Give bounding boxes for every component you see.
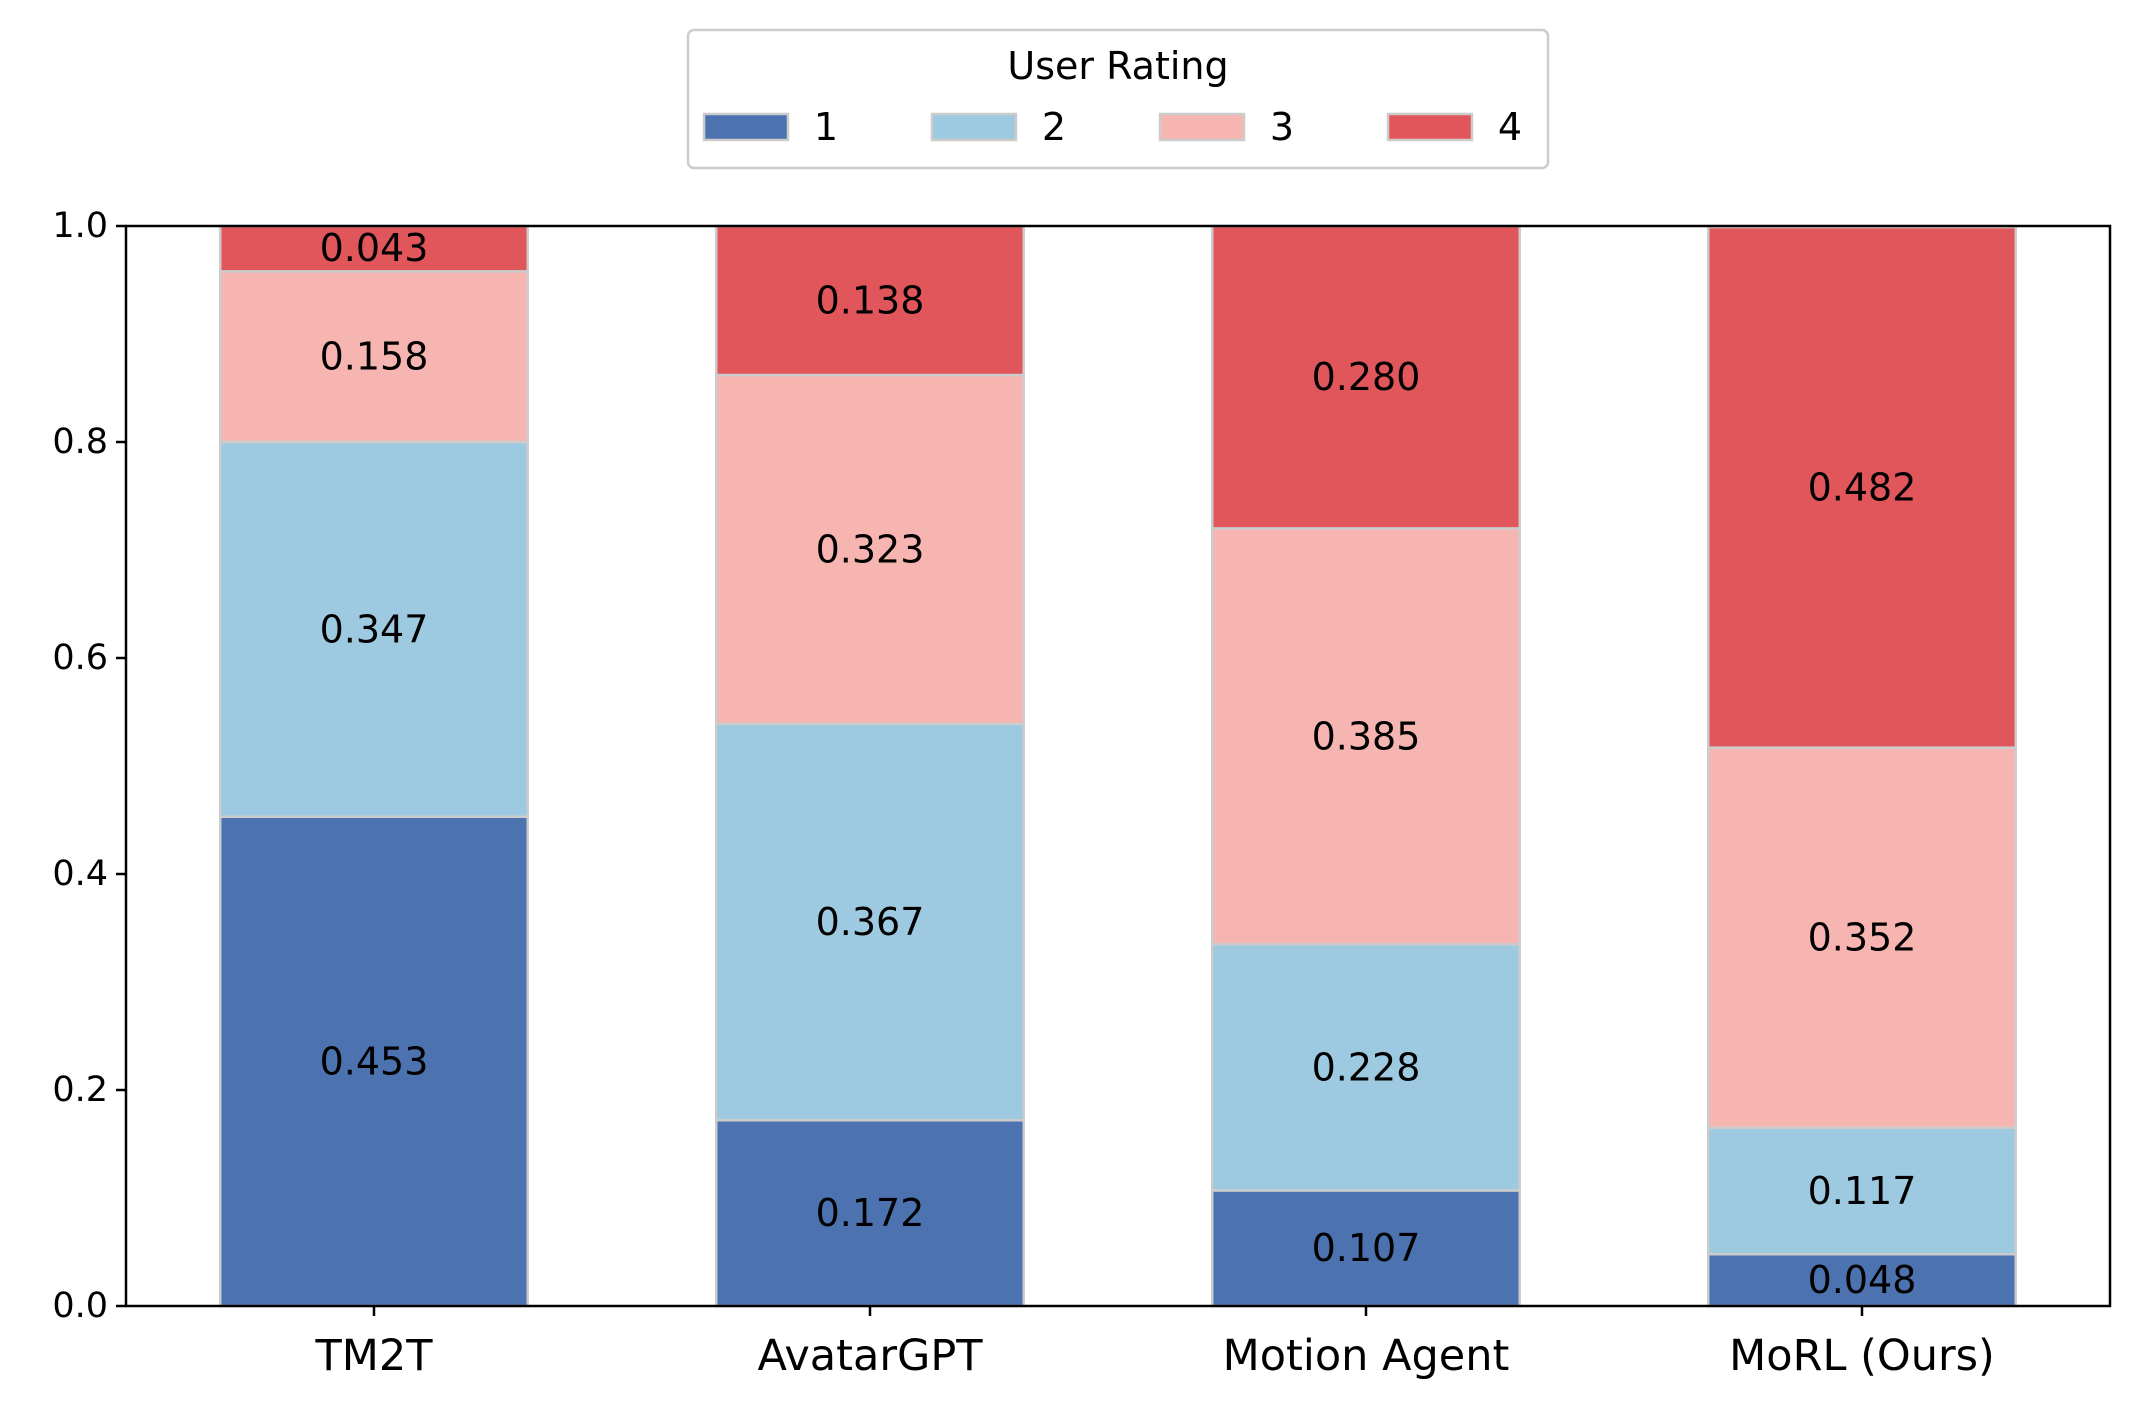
bar-data-label: 0.453 <box>320 1039 429 1083</box>
legend-swatch-1 <box>702 112 790 142</box>
x-tick-label: AvatarGPT <box>757 1331 983 1381</box>
bars-layer <box>218 224 2018 1308</box>
bar-data-label: 0.367 <box>816 900 925 944</box>
bar-data-label: 0.482 <box>1808 465 1917 509</box>
legend-label-2: 2 <box>1042 105 1066 149</box>
bar-segment-4-morl-ours- <box>1706 225 2018 749</box>
bar-data-label: 0.048 <box>1808 1258 1917 1302</box>
bar-data-label: 0.117 <box>1808 1169 1917 1213</box>
bar-data-label: 0.158 <box>320 335 429 379</box>
legend-label-4: 4 <box>1498 105 1522 149</box>
y-tick-label: 0.2 <box>52 1070 108 1110</box>
bar-data-label: 0.228 <box>1312 1045 1421 1089</box>
legend-label-1: 1 <box>814 105 838 149</box>
bar-data-label: 0.385 <box>1312 714 1421 758</box>
bar-data-label: 0.138 <box>816 279 925 323</box>
bar-data-label: 0.172 <box>816 1191 925 1235</box>
x-tick-label: Motion Agent <box>1223 1331 1510 1381</box>
bar-segment-4-avatargpt <box>714 224 1026 377</box>
plot-frame <box>124 224 2112 1308</box>
bar-segment-2-avatargpt <box>714 722 1026 1122</box>
axes-layer: 0.0 0.2 0.4 0.6 0.8 1.0 TM2T AvatarGPT Motion Ag… <box>52 206 2112 1381</box>
legend: User Rating 1 2 3 4 <box>686 28 1550 170</box>
bar-data-label: 0.323 <box>816 527 925 571</box>
legend-swatch-3 <box>1158 112 1246 142</box>
y-tick-label: 0.4 <box>52 854 108 894</box>
y-tick-label: 0.8 <box>52 422 108 462</box>
y-tick-label: 0.6 <box>52 638 108 678</box>
y-tick-label: 0.0 <box>52 1286 108 1326</box>
bar-data-label: 0.347 <box>320 607 429 651</box>
legend-swatch-4 <box>1386 112 1474 142</box>
bar-segment-1-avatargpt <box>714 1118 1026 1308</box>
legend-swatch-2 <box>930 112 1018 142</box>
x-tick-label: MoRL (Ours) <box>1729 1331 1995 1381</box>
bar-segment-3-motion-agent <box>1210 527 1522 946</box>
bar-segment-3-avatargpt <box>714 373 1026 726</box>
legend-box <box>686 28 1550 170</box>
legend-label-3: 3 <box>1270 105 1294 149</box>
bar-data-label: 0.107 <box>1312 1226 1421 1270</box>
x-tick-label: TM2T <box>315 1331 434 1381</box>
legend-title: User Rating <box>1007 44 1228 88</box>
bar-labels-layer: 0.453 0.347 0.158 0.043 0.172 0.367 0.323 0.138… <box>320 226 1917 1302</box>
bar-segment-4-motion-agent <box>1210 224 1522 530</box>
y-tick-label: 1.0 <box>52 206 108 246</box>
bar-segment-3-morl-ours- <box>1706 746 2018 1130</box>
bar-data-label: 0.280 <box>1312 355 1421 399</box>
bar-segment-1-tm2t <box>218 815 530 1308</box>
bar-segment-2-motion-agent <box>1210 942 1522 1192</box>
bar-data-label: 0.043 <box>320 226 429 270</box>
bar-segment-2-tm2t <box>218 440 530 819</box>
bar-data-label: 0.352 <box>1808 916 1917 960</box>
bar-segment-4-tm2t <box>218 224 530 273</box>
